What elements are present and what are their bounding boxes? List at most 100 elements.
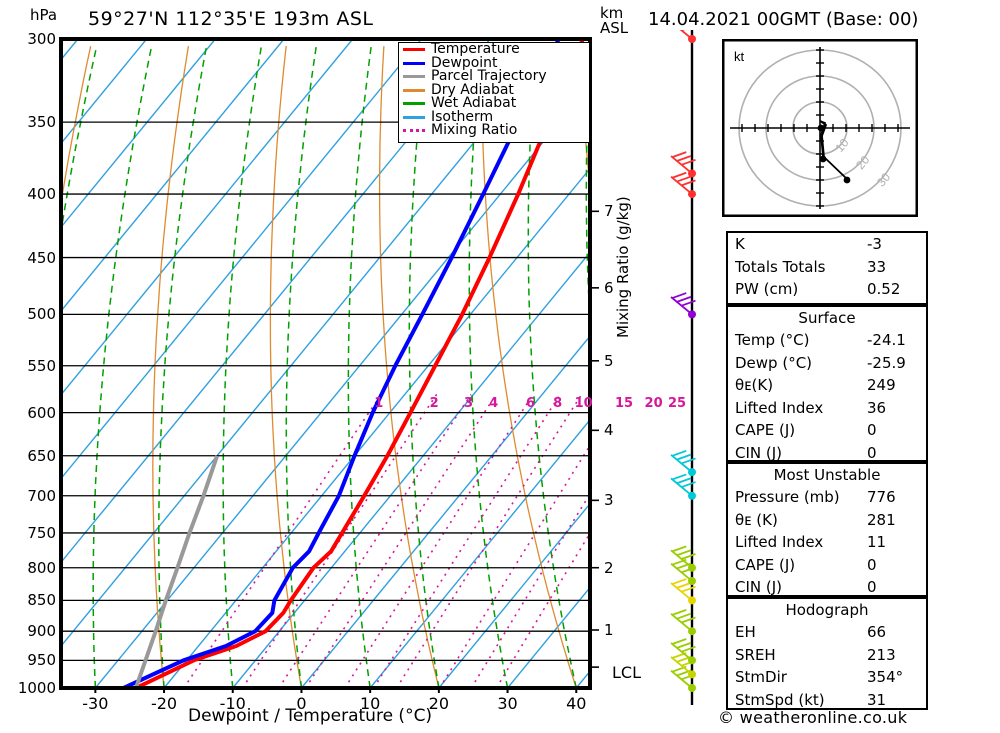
legend-item-isotherm: Isotherm — [399, 110, 589, 125]
panel-row: Pressure (mb) 776 — [728, 486, 926, 509]
panel-row-key: Pressure (mb) — [735, 488, 840, 506]
panel-row: CAPE (J) 0 — [728, 554, 926, 577]
panel-row-value: -24.1 — [867, 331, 906, 349]
pressure-tick-450: 450 — [27, 248, 56, 267]
temp-tick--10: -10 — [219, 694, 246, 713]
legend-label: Temperature — [431, 41, 520, 58]
mixing-ratio-label-3: 3 — [463, 396, 473, 411]
panel-row-value: -3 — [867, 235, 882, 253]
pressure-unit-label: hPa — [30, 6, 58, 24]
panel-row-key: Lifted Index — [735, 398, 824, 417]
panel-row-key: Dewp (°C) — [735, 353, 813, 372]
panel-row-value: 0 — [867, 421, 877, 439]
copyright-notice: © weatheronline.co.uk — [718, 708, 908, 727]
panel-row: Dewp (°C) -25.9 — [728, 352, 926, 375]
panel-row: Temp (°C) -24.1 — [728, 329, 926, 352]
panel-row: Totals Totals 33 — [728, 256, 926, 279]
panel-row: K -3 — [728, 233, 926, 256]
height-unit-line1: km — [600, 4, 624, 22]
height-unit-label: km ASL — [600, 6, 628, 36]
legend-item-mixing-ratio: Mixing Ratio — [399, 123, 589, 138]
panel-row-key: Temp (°C) — [735, 331, 810, 349]
legend-swatch-icon — [403, 102, 425, 106]
height-tick-7: 7 — [604, 202, 614, 221]
panel-most-unstable: Most Unstable Pressure (mb) 776 θᴇ (K) 281 Li… — [726, 462, 928, 597]
panel-row: CIN (J) 0 — [728, 442, 926, 465]
panel-row-key: K — [735, 235, 745, 253]
panel-hodograph-stats: Hodograph EH 66 SREH 213 StmDir 354° StmSpd (kt… — [726, 597, 928, 710]
legend-swatch-icon — [403, 129, 425, 133]
mixing-ratio-label-20: 20 — [644, 396, 663, 411]
panel-row: CAPE (J) 0 — [728, 419, 926, 442]
panel-row-value: 213 — [867, 645, 896, 664]
mixing-ratio-label-8: 8 — [553, 396, 563, 411]
pressure-tick-900: 900 — [27, 622, 56, 641]
panel-row-key: θᴇ(K) — [735, 376, 774, 394]
panel-row: EH 66 — [728, 621, 926, 644]
datetime-header: 14.04.2021 00GMT (Base: 00) — [648, 9, 919, 30]
panel-row-key: CAPE (J) — [735, 421, 796, 439]
panel-row-value: 0.52 — [867, 280, 901, 298]
legend-item-dry-adiabat: Dry Adiabat — [399, 81, 589, 98]
mixing-ratio-label-10: 10 — [574, 396, 593, 411]
station-title: 59°27'N 112°35'E 193m ASL — [88, 8, 374, 30]
wind-barb-column — [670, 30, 696, 705]
pressure-tick-850: 850 — [27, 591, 56, 610]
pressure-tick-650: 650 — [27, 446, 56, 465]
skewt-diagram — [59, 37, 599, 693]
x-axis-title: Dewpoint / Temperature (°C) — [188, 706, 433, 726]
pressure-tick-400: 400 — [27, 185, 56, 204]
panel-row-value: 776 — [867, 488, 896, 506]
panel-row-value: 354° — [867, 668, 904, 686]
pressure-tick-1000: 1000 — [17, 679, 56, 697]
panel-row-value: 0 — [867, 443, 877, 462]
legend-item-parcel-trajectory: Parcel Trajectory — [399, 68, 589, 85]
legend-label: Wet Adiabat — [431, 95, 517, 112]
legend-label: Dry Adiabat — [431, 81, 514, 98]
pressure-tick-350: 350 — [27, 113, 56, 132]
height-tick-5: 5 — [604, 351, 614, 370]
panel-row-value: -25.9 — [867, 353, 906, 372]
legend-swatch-icon — [403, 48, 425, 52]
panel-title: Surface — [798, 309, 856, 327]
height-unit-line2: ASL — [600, 19, 629, 37]
legend-box: Temperature Dewpoint Parcel Trajectory Dry … — [398, 42, 590, 143]
mixing-ratio-label-25: 25 — [668, 396, 687, 411]
panel-row: CIN (J) 0 — [728, 576, 926, 599]
panel-indices: K -3 Totals Totals 33 PW (cm) 0.52 — [726, 231, 928, 305]
mixing-ratio-label-2: 2 — [429, 396, 439, 411]
pressure-tick-950: 950 — [27, 651, 56, 670]
mixing-ratio-label-4: 4 — [489, 396, 499, 411]
panel-row-value: 281 — [867, 510, 896, 529]
mixing-ratio-axis-title: Mixing Ratio (g/kg) — [614, 196, 632, 338]
panel-row-key: PW (cm) — [735, 280, 799, 298]
panel-row-value: 0 — [867, 555, 877, 574]
panel-row: θᴇ (K) 281 — [728, 509, 926, 532]
legend-swatch-icon — [403, 75, 425, 79]
panel-row-key: Totals Totals — [735, 257, 826, 276]
panel-row: StmDir 354° — [728, 666, 926, 689]
panel-row-key: CIN (J) — [735, 578, 783, 596]
pressure-tick-750: 750 — [27, 523, 56, 542]
mixing-ratio-label-1: 1 — [374, 396, 384, 411]
height-tick-6: 6 — [604, 278, 614, 297]
pressure-tick-700: 700 — [27, 486, 56, 505]
panel-row: Lifted Index 36 — [728, 397, 926, 420]
panel-row-value: 33 — [867, 257, 887, 276]
panel-row-value: 249 — [867, 376, 896, 394]
panel-row: PW (cm) 0.52 — [728, 278, 926, 301]
panel-surface: Surface Temp (°C) -24.1 Dewp (°C) -25.9 θᴇ(K)… — [726, 305, 928, 462]
legend-item-dewpoint: Dewpoint — [399, 54, 589, 71]
panel-row-key: SREH — [735, 645, 776, 664]
panel-row: θᴇ(K) 249 — [728, 374, 926, 397]
legend-label: Parcel Trajectory — [431, 68, 547, 85]
legend-label: Dewpoint — [431, 54, 498, 71]
height-tick-2: 2 — [604, 558, 614, 577]
temp-tick--20: -20 — [150, 694, 178, 713]
pressure-tick-550: 550 — [27, 356, 56, 375]
pressure-tick-500: 500 — [27, 305, 56, 324]
legend-swatch-icon — [403, 88, 425, 92]
mixing-ratio-label-15: 15 — [614, 396, 634, 411]
hodograph-unit-label: kt — [734, 49, 745, 64]
